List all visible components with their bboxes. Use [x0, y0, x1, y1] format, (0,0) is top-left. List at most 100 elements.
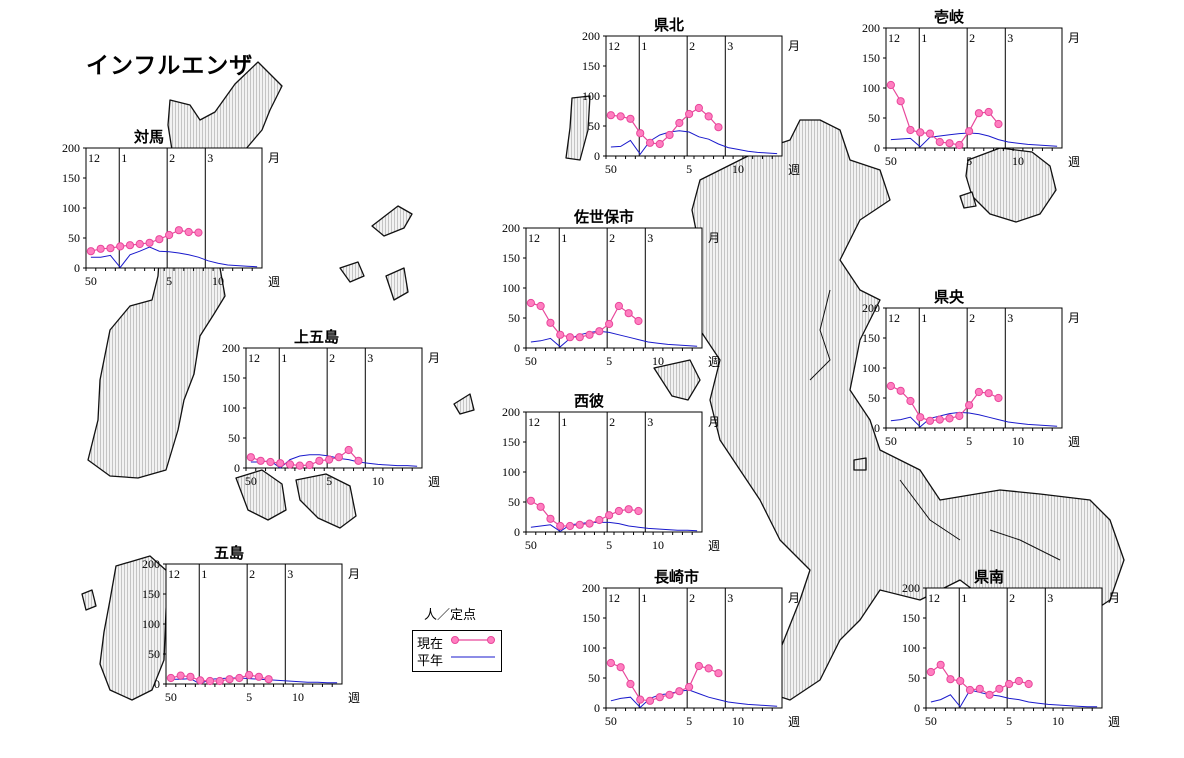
current-series-point: [194, 228, 203, 237]
current-series-point: [344, 445, 353, 455]
current-series-point: [1024, 679, 1033, 689]
month-unit-label: 月: [268, 151, 280, 165]
prefecture-border-3: [989, 529, 1061, 561]
y-tick-label: 100: [142, 617, 160, 631]
y-tick-label: 100: [862, 81, 880, 95]
y-tick-label: 100: [222, 401, 240, 415]
tsushima-south: [87, 231, 226, 479]
current-series-point: [556, 330, 565, 339]
current-series-point: [174, 226, 183, 235]
current-series-point: [595, 327, 604, 336]
current-series-point: [925, 416, 935, 425]
current-series-point: [645, 138, 655, 147]
y-tick-label: 100: [582, 641, 600, 655]
current-series-point: [685, 682, 694, 692]
month-label: 12: [608, 591, 620, 605]
current-series-point: [624, 505, 633, 514]
average-series-line: [610, 130, 778, 156]
y-tick-label: 200: [142, 557, 160, 571]
current-series-point: [266, 457, 275, 467]
average-series-line: [610, 689, 778, 709]
current-series-point: [665, 690, 674, 699]
current-series-point: [565, 333, 575, 342]
x-unit-label: 週: [1108, 715, 1120, 729]
y-tick-label: 200: [582, 29, 600, 43]
month-unit-label: 月: [708, 231, 720, 245]
x-tick-label: 50: [605, 162, 617, 176]
x-tick-label: 50: [925, 714, 937, 728]
current-series-point: [276, 459, 285, 468]
month-label: 12: [528, 231, 540, 245]
y-tick-label: 50: [508, 495, 520, 509]
month-unit-label: 月: [708, 415, 720, 429]
current-series-point: [526, 496, 535, 505]
month-label: 2: [689, 39, 695, 53]
y-tick-label: 0: [914, 701, 920, 715]
page-title: インフルエンザ: [86, 53, 254, 79]
current-series-point: [165, 230, 174, 240]
y-tick-label: 150: [142, 587, 160, 601]
y-tick-label: 50: [148, 647, 160, 661]
month-label: 1: [281, 351, 287, 365]
month-unit-label: 月: [1068, 311, 1080, 325]
kamigoto-island: [235, 205, 413, 529]
month-unit-label: 月: [348, 567, 360, 581]
x-tick-label: 10: [732, 714, 744, 728]
x-tick-label: 50: [245, 474, 257, 488]
current-series-point: [704, 112, 713, 121]
average-series-line: [530, 521, 698, 533]
y-tick-label: 150: [902, 611, 920, 625]
current-series-point: [916, 128, 925, 137]
month-label: 3: [647, 231, 653, 245]
month-label: 12: [928, 591, 940, 605]
plot-area: [165, 563, 343, 685]
current-series-point: [685, 109, 694, 119]
x-unit-label: 週: [268, 275, 280, 289]
iki-island: [965, 147, 1057, 223]
legend-current-sample: [451, 636, 495, 644]
chart-title: 西彼: [574, 392, 604, 410]
current-series-point: [965, 127, 974, 136]
month-label: 1: [961, 591, 967, 605]
month-label: 1: [561, 231, 567, 245]
prefecture-border-2: [899, 479, 961, 541]
islet-3: [959, 191, 977, 209]
plot-area: [85, 147, 263, 269]
month-label: 1: [201, 567, 207, 581]
current-series-point: [896, 386, 905, 395]
hirado-island: [565, 95, 591, 161]
current-series-point: [585, 519, 594, 528]
y-tick-label: 200: [222, 341, 240, 355]
y-tick-label: 50: [588, 119, 600, 133]
month-label: 3: [1007, 311, 1013, 325]
x-tick-label: 5: [606, 354, 612, 368]
y-tick-label: 50: [508, 311, 520, 325]
chart-title: 対馬: [133, 128, 164, 146]
month-label: 3: [207, 151, 213, 165]
month-label: 1: [121, 151, 127, 165]
month-label: 12: [168, 567, 180, 581]
current-series-point: [916, 413, 925, 422]
y-tick-label: 200: [862, 301, 880, 315]
current-series-point: [925, 129, 935, 138]
month-label: 3: [727, 591, 733, 605]
current-series-point: [225, 675, 234, 684]
current-series-point: [526, 298, 535, 308]
x-tick-label: 5: [166, 274, 172, 288]
x-tick-label: 5: [966, 154, 972, 168]
current-series-point: [694, 661, 703, 671]
month-label: 3: [727, 39, 733, 53]
current-series-point: [984, 389, 993, 398]
month-label: 2: [249, 567, 255, 581]
current-series-point: [935, 137, 944, 147]
y-tick-label: 50: [588, 671, 600, 685]
plot-area: [525, 411, 703, 533]
current-series-point: [125, 241, 135, 250]
y-tick-label: 200: [502, 221, 520, 235]
x-unit-label: 週: [1068, 155, 1080, 169]
